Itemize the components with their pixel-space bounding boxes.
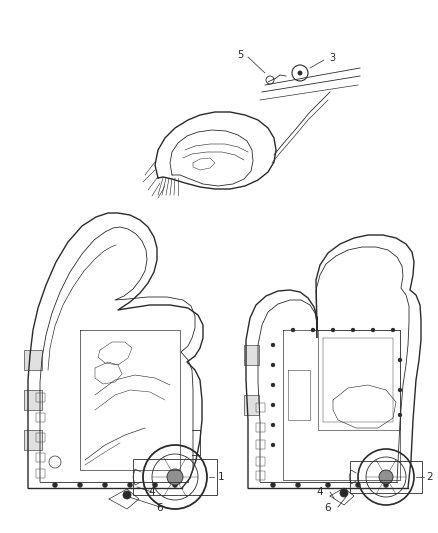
Text: 6: 6 — [156, 503, 162, 513]
Circle shape — [152, 482, 158, 488]
Circle shape — [340, 489, 348, 497]
Bar — [256, 423, 265, 432]
Bar — [36, 453, 45, 462]
Circle shape — [291, 328, 295, 332]
Circle shape — [271, 443, 275, 447]
Circle shape — [325, 482, 331, 488]
Bar — [256, 440, 265, 449]
Text: 1: 1 — [218, 472, 225, 482]
Circle shape — [53, 482, 57, 488]
Circle shape — [398, 388, 402, 392]
Bar — [36, 413, 45, 422]
Text: 6: 6 — [324, 503, 331, 513]
Circle shape — [271, 403, 275, 407]
Text: 3: 3 — [329, 53, 335, 63]
Circle shape — [271, 383, 275, 387]
Bar — [133, 459, 217, 495]
Text: 4: 4 — [316, 487, 323, 497]
Circle shape — [78, 482, 82, 488]
Circle shape — [167, 469, 183, 485]
Bar — [36, 469, 45, 478]
Circle shape — [271, 423, 275, 427]
Circle shape — [127, 482, 133, 488]
Circle shape — [331, 328, 335, 332]
Bar — [244, 345, 259, 365]
Circle shape — [384, 482, 389, 488]
Circle shape — [356, 482, 360, 488]
Text: 2: 2 — [426, 472, 433, 482]
Circle shape — [379, 470, 393, 484]
Bar — [244, 395, 259, 415]
Bar — [350, 461, 422, 493]
Circle shape — [102, 482, 107, 488]
Circle shape — [271, 343, 275, 347]
Circle shape — [391, 328, 395, 332]
Text: 4: 4 — [148, 487, 155, 497]
Circle shape — [371, 328, 375, 332]
Bar — [256, 471, 265, 480]
Circle shape — [398, 358, 402, 362]
Circle shape — [123, 491, 131, 499]
Text: 5: 5 — [237, 50, 243, 60]
Bar — [24, 430, 42, 450]
Bar — [24, 350, 42, 370]
Circle shape — [271, 482, 276, 488]
Circle shape — [398, 413, 402, 417]
Bar — [256, 403, 265, 412]
Circle shape — [173, 482, 177, 488]
Circle shape — [298, 71, 302, 75]
Circle shape — [311, 328, 315, 332]
Circle shape — [351, 328, 355, 332]
Circle shape — [271, 363, 275, 367]
Bar — [24, 390, 42, 410]
Bar — [36, 433, 45, 442]
Bar — [36, 393, 45, 402]
Bar — [256, 457, 265, 466]
Circle shape — [296, 482, 300, 488]
